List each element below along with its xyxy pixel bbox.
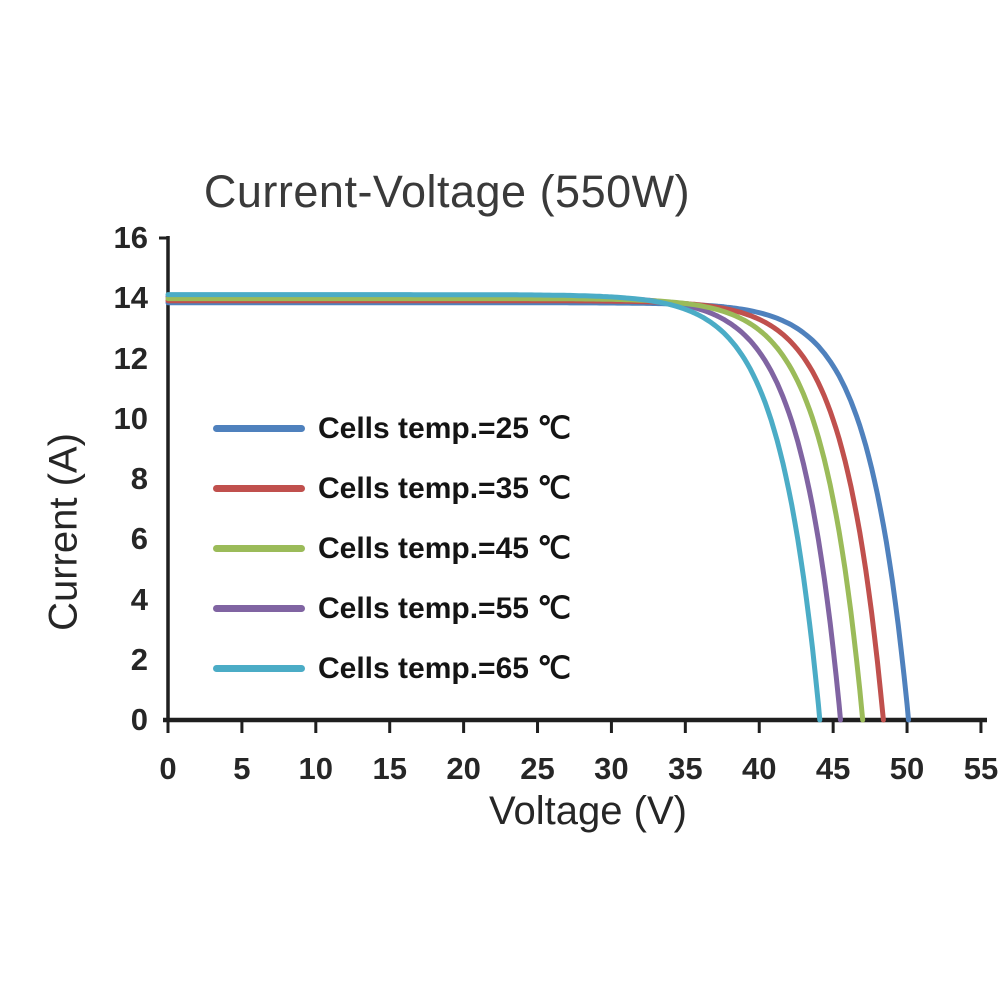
legend-swatch-45c [213,545,305,552]
legend-swatch-35c [213,485,305,492]
y-tick-label: 8 [130,461,148,496]
x-tick-label: 55 [963,751,999,786]
x-tick-label: 25 [520,751,555,786]
x-tick-label: 30 [594,751,629,786]
y-tick-label: 16 [113,220,148,255]
y-axis-label: Current (A) [41,433,86,631]
legend-swatch-25c [213,425,305,432]
iv-curve-65c [165,292,823,723]
legend-swatch-65c [213,665,305,672]
legend: Cells temp.=25 ℃ Cells temp.=35 ℃ Cells … [213,411,571,686]
legend-label-65c: Cells temp.=65 ℃ [318,652,571,685]
y-tick-label: 4 [130,581,148,617]
legend-label-55c: Cells temp.=55 ℃ [318,592,571,625]
x-tick-label: 20 [446,751,481,786]
legend-label-25c: Cells temp.=25 ℃ [318,412,571,445]
legend-item-35c: Cells temp.=35 ℃ [213,471,571,506]
y-tick-label: 0 [130,702,148,737]
legend-swatch-55c [213,605,305,612]
y-tick-label: 10 [113,400,148,436]
y-tick-label: 2 [130,641,148,677]
legend-item-55c: Cells temp.=55 ℃ [213,591,571,626]
x-tick-label: 50 [889,751,925,786]
x-tick-label: 45 [815,751,851,786]
y-tick-label: 14 [113,280,148,316]
x-tick-label: 0 [159,751,177,786]
x-tick-label: 35 [668,751,703,786]
x-tick-label: 5 [233,751,251,786]
chart-title: Current-Voltage (550W) [203,166,691,217]
x-tick-label: 40 [741,751,777,786]
x-axis-label: Voltage (V) [489,789,687,833]
legend-item-45c: Cells temp.=45 ℃ [213,531,571,566]
y-tick-label: 12 [113,340,148,376]
iv-curve-45c [165,296,866,723]
legend-label-45c: Cells temp.=45 ℃ [318,532,571,565]
legend-item-25c: Cells temp.=25 ℃ [213,411,571,446]
legend-item-65c: Cells temp.=65 ℃ [213,651,571,686]
x-tick-label: 15 [372,751,407,786]
x-tick-label: 10 [298,751,334,786]
y-tick-label: 6 [130,521,148,557]
legend-label-35c: Cells temp.=35 ℃ [318,472,571,505]
